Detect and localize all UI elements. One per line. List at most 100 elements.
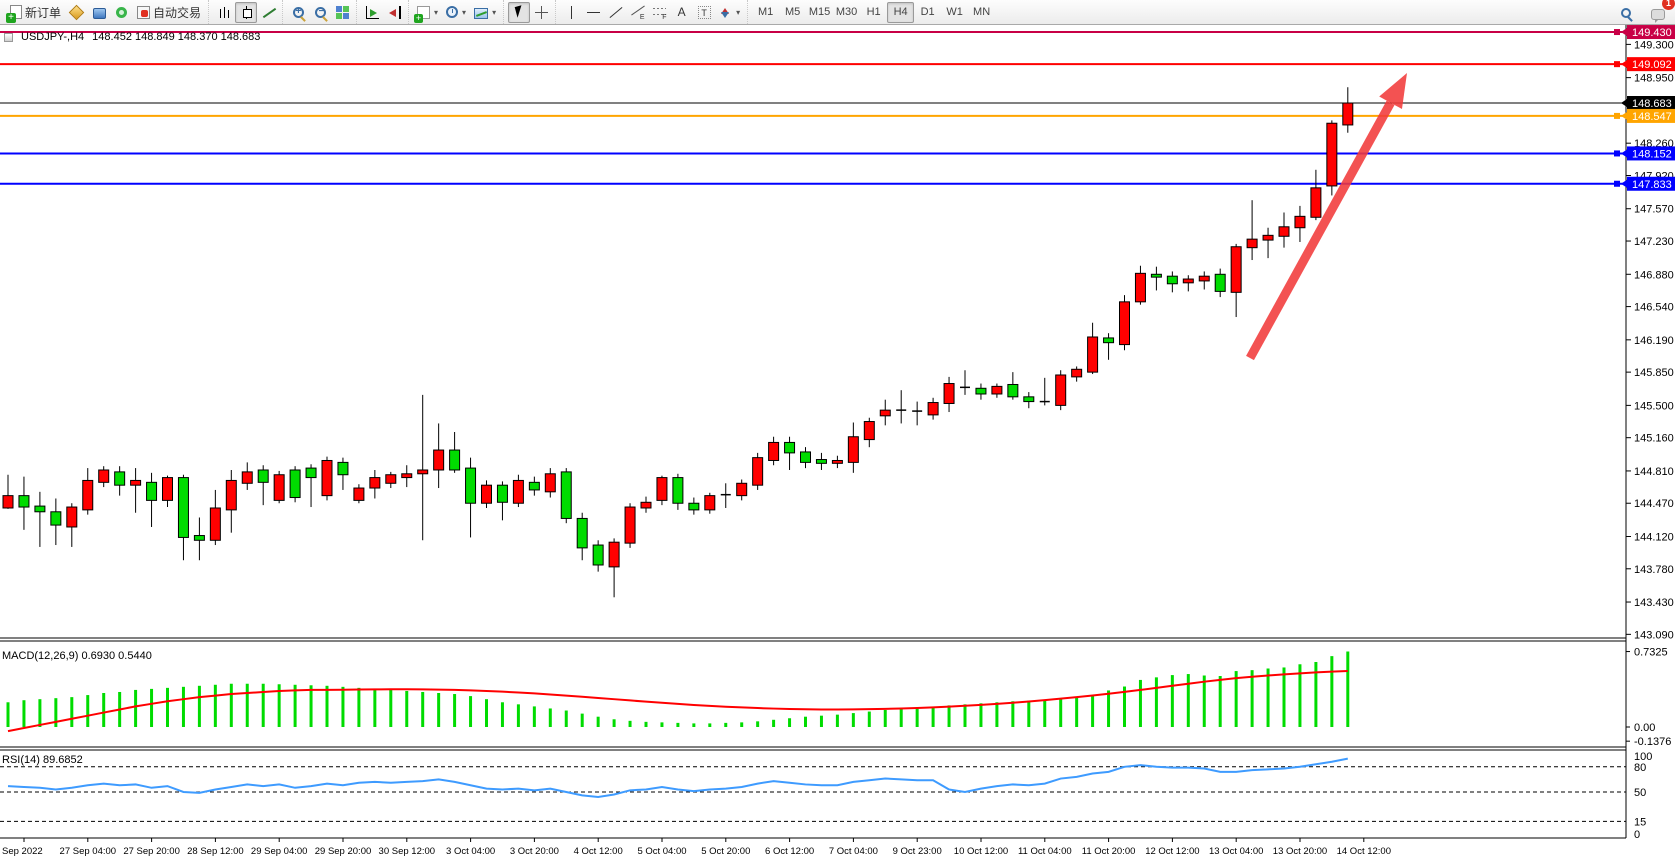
candle-up[interactable] [401,473,413,479]
candle-down[interactable] [800,451,811,463]
candle-up[interactable] [1198,275,1210,282]
candle-down[interactable] [177,477,189,538]
candle-down[interactable] [784,441,796,454]
candle-up[interactable] [1278,226,1290,237]
notifications-button[interactable]: 1 [1647,0,1675,23]
hline-handle[interactable] [1614,112,1620,119]
candle-up[interactable] [847,436,859,463]
candle-up[interactable] [752,457,764,486]
cursor-button[interactable] [508,1,531,23]
candle-down[interactable] [1166,275,1178,285]
candle-down[interactable] [34,505,46,513]
candle-up[interactable] [831,459,843,464]
text-label-button[interactable]: T [693,2,715,23]
candle-up[interactable] [1087,336,1099,373]
line-chart-button[interactable] [257,2,279,23]
timeframe-h1-button[interactable]: H1 [866,6,881,18]
candle-down[interactable] [289,469,301,499]
candle-up[interactable] [1230,246,1242,293]
candle-up[interactable] [1310,187,1322,218]
hline-handle[interactable] [1614,150,1620,157]
candle-up[interactable] [209,507,221,541]
candle-down[interactable] [672,477,684,504]
candle-up[interactable] [1071,368,1083,378]
candle-down[interactable] [146,481,158,501]
timeframe-mn-button[interactable]: MN [973,6,991,18]
candle-up[interactable] [481,484,492,504]
candle-down[interactable] [18,495,30,508]
candle-up[interactable] [98,469,110,483]
candle-down[interactable] [1103,337,1115,344]
candle-down[interactable] [1023,396,1035,403]
horizontal-line-button[interactable] [582,2,604,23]
chart-canvas[interactable]: 149.300148.950148.260147.920147.570147.2… [0,25,1675,856]
candle-down[interactable] [305,467,317,479]
candle-down[interactable] [576,517,588,549]
trendline-button[interactable] [604,2,626,23]
signals-icon-button[interactable] [110,2,133,23]
candle-up[interactable] [433,449,445,471]
hline-handle[interactable] [1614,29,1620,36]
candle-up[interactable] [353,487,365,501]
candle-up[interactable] [640,501,652,509]
candle-down[interactable] [449,449,461,471]
candle-down[interactable] [560,471,572,519]
candle-up[interactable] [512,479,524,504]
candle-up[interactable] [1342,102,1354,126]
candle-down[interactable] [114,471,126,486]
candle-up[interactable] [66,506,78,528]
candle-down[interactable] [815,459,827,464]
auto-trading-button[interactable]: 自动交易 [133,2,205,23]
candle-up[interactable] [273,474,285,501]
candle-down[interactable] [688,502,700,511]
hline-handle[interactable] [1614,180,1620,187]
timeframe-m15-button[interactable]: M15 [808,6,831,18]
candle-up[interactable] [2,495,14,509]
bar-chart-button[interactable] [213,2,235,23]
candlestick-button[interactable] [235,1,258,23]
timeframe-h4-button[interactable]: H4 [887,1,915,23]
fibonacci-button[interactable] [648,2,670,23]
candle-up[interactable] [704,495,716,511]
candle-down[interactable] [1007,383,1019,398]
candle-up[interactable] [863,421,875,441]
candle-up[interactable] [417,469,429,475]
arrows-button[interactable]: ▾ [715,2,744,23]
hline-handle[interactable] [1614,61,1620,68]
indicators-button[interactable]: ▾ [413,2,442,23]
candle-up[interactable] [624,506,636,544]
candle-up[interactable] [1326,122,1338,187]
new-order-button[interactable]: 新订单 [6,2,65,23]
candle-up[interactable] [241,471,253,484]
candle-up[interactable] [544,473,556,493]
editor-icon-button[interactable] [88,2,110,23]
candle-up[interactable] [321,459,333,497]
candle-up[interactable] [1119,301,1130,346]
candle-up[interactable] [1246,238,1258,249]
auto-scroll-button[interactable] [361,2,383,23]
candle-down[interactable] [592,544,604,566]
candle-up[interactable] [943,383,955,404]
candle-up[interactable] [82,479,94,511]
candle-up[interactable] [1182,278,1194,284]
candle-down[interactable] [1150,273,1162,278]
candle-up[interactable] [879,409,891,417]
candle-down[interactable] [528,481,540,491]
chart-shift-button[interactable] [383,2,405,23]
candle-down[interactable] [193,535,205,541]
candle-up[interactable] [1262,234,1274,241]
candle-up[interactable] [1055,374,1067,406]
vertical-line-button[interactable] [560,2,582,23]
candle-down[interactable] [50,511,62,526]
zoom-out-button[interactable] [309,2,331,23]
candle-up[interactable] [927,402,939,416]
timeframe-m5-button[interactable]: M5 [784,6,801,18]
candle-up[interactable] [991,385,1003,395]
candle-down[interactable] [975,387,987,395]
candle-up[interactable] [369,477,381,489]
candle-up[interactable] [768,441,780,461]
candle-down[interactable] [257,469,269,483]
timeframe-m1-button[interactable]: M1 [757,6,774,18]
candle-down[interactable] [337,461,349,476]
candle-up[interactable] [608,541,620,568]
